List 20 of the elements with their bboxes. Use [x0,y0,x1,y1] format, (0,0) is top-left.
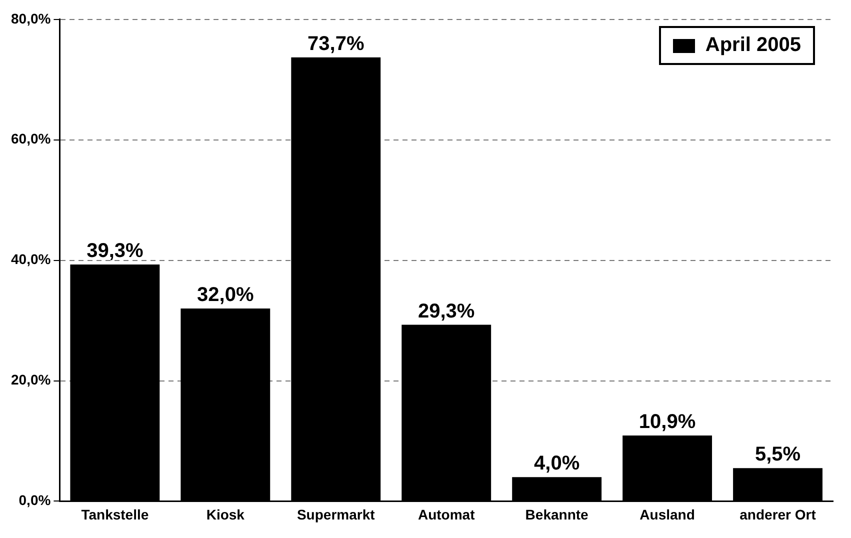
y-tick-label: 20,0% [10,372,52,388]
data-label: 32,0% [197,284,254,306]
data-label: 4,0% [534,452,580,475]
data-label: 5,5% [754,444,801,466]
x-tick-label: Supermarkt [296,506,376,522]
y-tick-label: 0,0% [18,492,52,508]
data-label: 73,7% [308,32,364,55]
data-label: 39,3% [86,240,144,262]
x-tick-label: Automat [418,506,476,522]
data-label: 10,9% [638,411,696,434]
x-tick-label: Bekannte [525,506,589,522]
x-tick-label: Kiosk [206,506,245,522]
legend-label: April 2005 [705,34,801,57]
y-tick-label: 80,0% [10,10,52,26]
x-tick-label: Tankstelle [81,506,149,522]
x-tick-label: anderer Ort [740,506,816,522]
x-tick-label: Ausland [640,506,695,522]
y-tick-label: 60,0% [10,130,52,147]
y-tick-label: 40,0% [10,251,52,268]
data-label: 29,3% [418,300,475,322]
